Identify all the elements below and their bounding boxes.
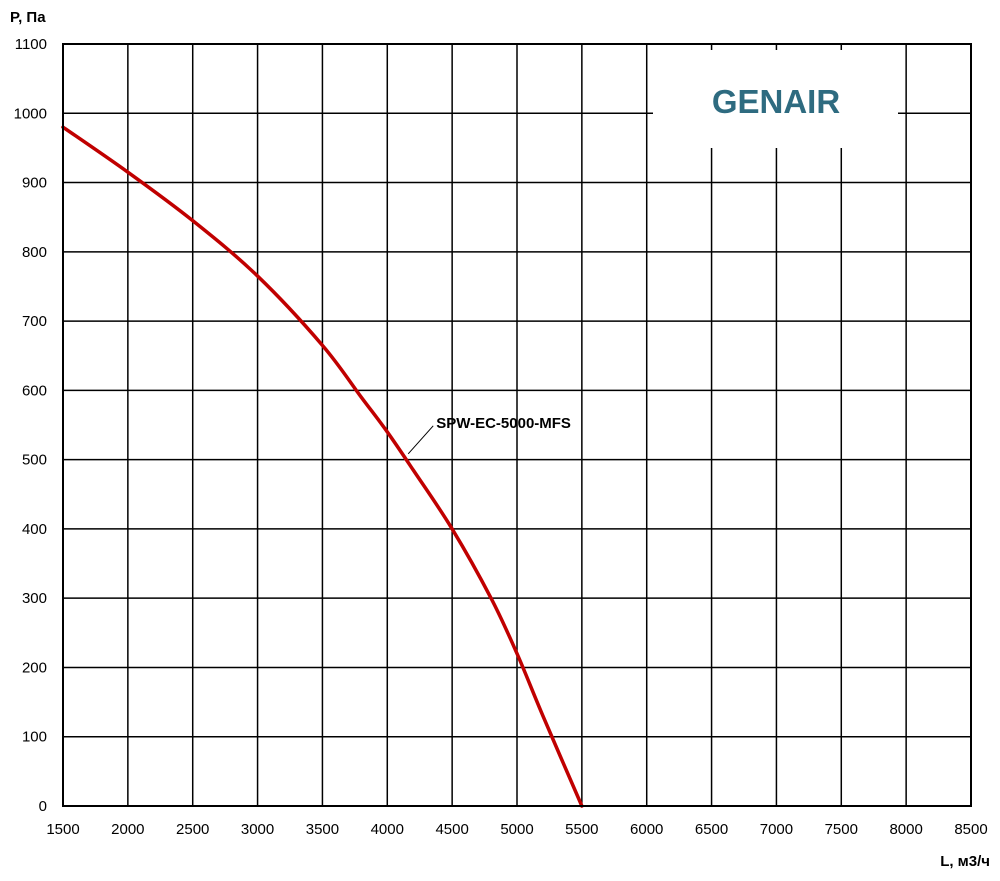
x-tick-label: 2500 [176, 821, 209, 838]
x-tick-label: 5000 [500, 821, 533, 838]
y-tick-label: 800 [22, 244, 47, 261]
genair-logo: GENAIR [712, 83, 841, 120]
y-tick-label: 1100 [15, 36, 47, 53]
chart-series [61, 125, 584, 808]
y-axis-title: P, Па [10, 9, 46, 26]
plot-border [62, 43, 972, 807]
y-tick-label: 0 [39, 798, 47, 815]
x-tick-label: 6500 [695, 821, 728, 838]
x-tick-label: 4500 [435, 821, 468, 838]
y-tick-label: 400 [22, 521, 47, 538]
y-tick-label: 200 [22, 659, 47, 676]
x-axis-ticks: 1500 2000 2500 3000 3500 4000 4500 5000 5500 6000… [46, 821, 987, 838]
y-axis-ticks: 0 100 200 300 400 500 600 700 800 900 1000 1100 [14, 36, 47, 815]
x-tick-label: 7000 [760, 821, 793, 838]
x-tick-label: 4000 [371, 821, 404, 838]
y-tick-label: 600 [22, 382, 47, 399]
y-tick-label: 900 [22, 175, 47, 192]
y-tick-label: 300 [22, 590, 47, 607]
x-tick-label: 6000 [630, 821, 663, 838]
y-tick-label: 500 [22, 452, 47, 469]
chart-grid [62, 43, 972, 807]
y-tick-label: 1000 [14, 105, 47, 122]
x-tick-label: 1500 [46, 821, 79, 838]
x-tick-label: 8500 [954, 821, 987, 838]
x-tick-label: 8000 [889, 821, 922, 838]
x-tick-label: 2000 [111, 821, 144, 838]
x-tick-label: 3000 [241, 821, 274, 838]
y-tick-label: 100 [22, 729, 47, 746]
logo-background [653, 50, 898, 148]
x-tick-label: 3500 [306, 821, 339, 838]
series-label: SPW-EC-5000-MFS [436, 415, 571, 432]
x-tick-label: 7500 [825, 821, 858, 838]
series-label-leader [407, 425, 434, 455]
x-axis-title: L, м3/ч [940, 853, 990, 870]
series-line [61, 125, 584, 808]
y-tick-label: 700 [22, 313, 47, 330]
x-tick-label: 5500 [565, 821, 598, 838]
